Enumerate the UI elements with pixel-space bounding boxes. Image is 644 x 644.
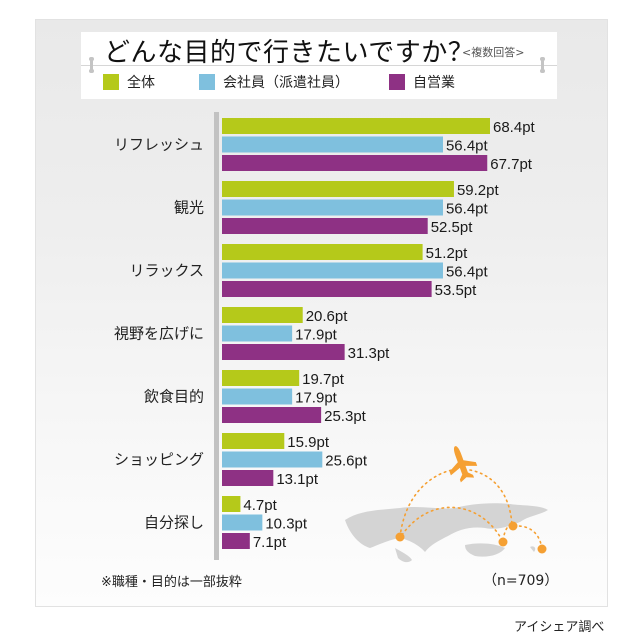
category-label: リフレッシュ <box>114 136 204 154</box>
map-landmass <box>395 548 412 563</box>
flight-path <box>469 469 513 526</box>
value-label: 19.7pt <box>302 371 345 388</box>
bar <box>222 244 423 260</box>
value-label: 13.1pt <box>276 471 319 488</box>
bar <box>222 181 454 197</box>
y-axis-line <box>214 112 219 560</box>
category-label: 視野を広げに <box>114 325 204 343</box>
bar <box>222 470 274 486</box>
value-label: 7.1pt <box>253 534 287 551</box>
pin-icon <box>89 57 94 73</box>
legend-item-self-employed: 自営業 <box>389 72 455 92</box>
bar <box>222 325 293 342</box>
footnote: ※職種・目的は一部抜粋 <box>101 575 242 590</box>
bar <box>222 344 345 360</box>
map-landmass <box>465 543 505 557</box>
category-label: リラックス <box>129 262 204 280</box>
flight-dots <box>395 521 547 554</box>
legend-swatch <box>389 74 405 90</box>
bar <box>222 199 443 216</box>
value-label: 68.4pt <box>493 119 536 136</box>
legend-swatch <box>103 74 119 90</box>
bar <box>222 451 323 468</box>
value-label: 17.9pt <box>295 327 338 344</box>
airplane-icon <box>449 446 478 483</box>
bar <box>222 262 443 279</box>
value-label: 52.5pt <box>431 219 474 236</box>
chart-subtitle: <複数回答> <box>462 46 525 59</box>
value-label: 15.9pt <box>287 434 330 451</box>
bar <box>222 496 241 512</box>
flight-dot <box>508 521 518 531</box>
category-label: ショッピング <box>114 451 204 469</box>
value-label: 51.2pt <box>426 245 469 262</box>
bar <box>222 118 490 134</box>
legend-item-all: 全体 <box>103 72 155 92</box>
source-credit: アイシェア調べ <box>514 620 605 635</box>
title-divider <box>81 65 557 66</box>
pin-icon <box>540 57 545 73</box>
map-landmass <box>345 503 548 552</box>
value-label: 17.9pt <box>295 390 338 407</box>
flight-path <box>401 506 503 541</box>
legend-label: 会社員（派遣社員） <box>223 75 349 91</box>
value-label: 53.5pt <box>435 282 478 299</box>
map-landmass <box>530 546 536 552</box>
value-label: 10.3pt <box>265 516 308 533</box>
bar <box>222 514 263 531</box>
bar <box>222 407 322 423</box>
legend-swatch <box>199 74 215 90</box>
value-label: 25.6pt <box>325 453 368 470</box>
category-label: 観光 <box>174 199 204 217</box>
value-label: 56.4pt <box>446 201 489 218</box>
bar <box>222 281 432 297</box>
world-map-illustration <box>345 503 548 563</box>
airplane-shape <box>449 446 478 483</box>
bar <box>222 433 285 449</box>
value-label: 56.4pt <box>446 264 489 281</box>
chart-title: どんな目的で行きたいですか？ <box>104 38 475 68</box>
value-label: 25.3pt <box>324 408 367 425</box>
value-label: 59.2pt <box>457 182 500 199</box>
value-label: 67.7pt <box>490 156 533 173</box>
category-label: 自分探し <box>144 514 204 532</box>
flight-path <box>399 469 453 538</box>
legend-item-company-employee: 会社員（派遣社員） <box>199 72 349 92</box>
value-label: 4.7pt <box>243 497 277 514</box>
category-label: 飲食目的 <box>144 388 204 406</box>
bar <box>222 218 428 234</box>
bar <box>222 533 250 549</box>
value-label: 56.4pt <box>446 138 489 155</box>
flight-dot <box>537 544 547 554</box>
value-label: 20.6pt <box>306 308 349 325</box>
bar <box>222 136 443 153</box>
value-label: 31.3pt <box>348 345 391 362</box>
sample-size: （n=709） <box>483 573 559 589</box>
bar <box>222 307 303 323</box>
flight-paths <box>399 469 543 550</box>
flight-path <box>513 525 543 550</box>
legend-label: 全体 <box>127 75 155 91</box>
bar <box>222 155 488 171</box>
bar <box>222 388 293 405</box>
bar <box>222 370 300 386</box>
flight-dot <box>498 537 508 547</box>
legend-label: 自営業 <box>413 75 455 91</box>
flight-dot <box>395 532 405 542</box>
